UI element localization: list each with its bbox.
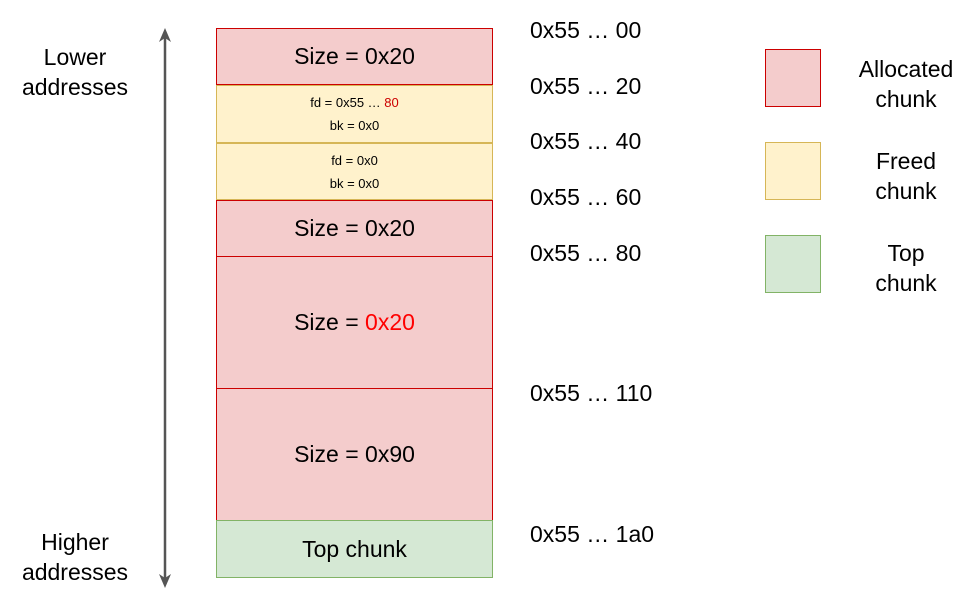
address-label: 0x55 … 60 [530,184,642,210]
address-direction-arrow [159,28,171,588]
chunk-2-bk: bk = 0x0 [329,118,380,133]
chunk-allocated-3: Size = 0x20 [216,256,493,389]
address-label: 0x55 … 1a0 [530,521,655,547]
chunk-4-size: Size = 0x20 [294,215,415,241]
legend-swatch-top [765,235,821,293]
higher-addresses-label: Higher addresses [21,529,129,585]
arrow-up-head [159,28,171,42]
chunk-3-bk: bk = 0x0 [329,175,380,191]
legend-label-top: Top chunk [875,240,937,296]
size-highlight: 0x20 [365,309,415,335]
chunk-5-size: Size = 0x20 [294,309,415,335]
chunk-allocated-4: Size = 0x90 [216,388,493,521]
chunk-freed-1: fd = 0x55 … 80 bk = 0x0 [216,85,493,143]
chunk-3-fd: fd = 0x0 [331,152,378,168]
legend-label-freed: Freed chunk [875,148,937,204]
legend-label-allocated: Allocated chunk [858,56,954,112]
address-label: 0x55 … 80 [530,240,642,266]
address-label: 0x55 … 00 [530,17,642,43]
chunk-2-fd: fd = 0x55 … 80 [310,95,399,110]
chunk-allocated-2: Size = 0x20 [216,200,493,257]
chunk-1-size: Size = 0x20 [294,43,415,69]
arrow-down-head [159,574,171,588]
chunk-allocated-1: Size = 0x20 [216,28,493,85]
legend-swatch-freed [765,142,821,200]
chunk-6-size: Size = 0x90 [294,441,415,467]
chunk-freed-2: fd = 0x0 bk = 0x0 [216,143,493,200]
address-label: 0x55 … 40 [530,128,642,154]
top-chunk: Top chunk [216,520,493,578]
address-label: 0x55 … 110 [530,380,653,406]
top-chunk-label: Top chunk [302,535,407,562]
fd-pointer-highlight: 80 [384,95,399,110]
lower-addresses-label: Lower addresses [21,44,129,100]
legend-swatch-allocated [765,49,821,107]
address-label: 0x55 … 20 [530,73,642,99]
